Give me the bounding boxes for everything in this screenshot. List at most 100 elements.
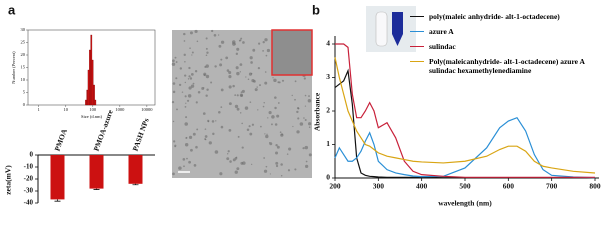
tem-particle bbox=[191, 51, 194, 54]
tem-particle bbox=[192, 132, 196, 136]
y-axis-label: Number (Percent) bbox=[11, 51, 16, 84]
tem-particle bbox=[304, 118, 307, 121]
tem-particle bbox=[196, 128, 199, 131]
tem-particle bbox=[304, 145, 309, 150]
tem-particle bbox=[263, 102, 265, 104]
y-axis-label: Absorbance bbox=[313, 92, 322, 131]
tem-particle bbox=[206, 51, 209, 54]
tem-particle bbox=[234, 104, 239, 109]
tem-particle bbox=[176, 108, 178, 111]
y-tick-label: 10 bbox=[21, 77, 26, 82]
tem-particle bbox=[218, 44, 222, 48]
tem-particle bbox=[186, 157, 188, 160]
tem-particle bbox=[206, 88, 209, 91]
figure: a b 1 10 100 1000 10000 0 5 10 15 20 25 30 Size (d.n… bbox=[4, 2, 610, 207]
tem-particle bbox=[257, 67, 261, 70]
tem-particle bbox=[235, 52, 239, 56]
tem-particle bbox=[246, 128, 250, 132]
y-tick-label: 3 bbox=[326, 72, 330, 81]
tem-particle bbox=[205, 54, 208, 57]
tem-particle bbox=[171, 100, 175, 104]
tem-particle bbox=[259, 84, 261, 87]
tem-particle bbox=[187, 94, 192, 98]
y-tick-label: 2 bbox=[326, 106, 330, 115]
tem-particle bbox=[203, 87, 205, 89]
tem-particle bbox=[218, 110, 221, 114]
tem-particle bbox=[183, 165, 185, 168]
x-tick-label: 600 bbox=[503, 182, 515, 191]
y-tick-label: 0 bbox=[23, 102, 26, 107]
tem-particle bbox=[294, 168, 297, 171]
tem-particle bbox=[188, 160, 191, 164]
tem-particle bbox=[281, 79, 285, 82]
x-tick-label: 500 bbox=[459, 182, 471, 191]
tem-particle bbox=[184, 105, 187, 108]
tem-particle bbox=[251, 79, 255, 83]
tem-particle bbox=[228, 85, 232, 89]
x-tick-label: 1000 bbox=[115, 107, 125, 112]
tem-particle bbox=[264, 81, 268, 85]
legend-entry: sulindac bbox=[410, 42, 610, 51]
tem-particle bbox=[189, 47, 191, 49]
tem-particle bbox=[189, 31, 193, 35]
tem-particle bbox=[220, 106, 223, 108]
tem-particle bbox=[217, 34, 220, 36]
tem-particle bbox=[249, 101, 252, 103]
bar bbox=[128, 155, 143, 184]
tem-particle bbox=[173, 140, 176, 143]
tem-particle bbox=[276, 114, 280, 118]
tem-particle bbox=[174, 56, 177, 59]
tem-particle bbox=[274, 96, 277, 99]
tem-particle bbox=[172, 172, 175, 176]
tem-particle bbox=[184, 122, 188, 126]
tem-particle bbox=[304, 94, 307, 97]
tem-particle bbox=[308, 122, 312, 126]
legend-label: poly(maleic anhydride- alt-1-octadecene) bbox=[429, 12, 560, 21]
tem-particle bbox=[184, 143, 189, 147]
tem-particle bbox=[260, 125, 262, 128]
tem-particle bbox=[185, 102, 187, 104]
tem-particle bbox=[268, 111, 272, 115]
error-bar bbox=[54, 199, 61, 202]
tem-particle bbox=[294, 98, 296, 101]
tem-particle bbox=[237, 135, 240, 138]
tem-particle bbox=[304, 105, 307, 107]
tem-particle bbox=[294, 80, 297, 83]
tem-particle bbox=[183, 53, 186, 56]
tem-particle bbox=[308, 95, 310, 97]
tem-particle bbox=[195, 145, 198, 149]
tem-particle bbox=[271, 115, 275, 119]
tem-particle bbox=[172, 120, 175, 123]
legend-swatch bbox=[410, 31, 424, 32]
tem-particle bbox=[190, 84, 195, 88]
tem-particle bbox=[266, 133, 268, 135]
tem-particle bbox=[265, 165, 268, 168]
tem-particle bbox=[204, 65, 207, 69]
tem-particle bbox=[266, 48, 271, 53]
y-tick-label: 5 bbox=[23, 90, 26, 95]
tem-particle bbox=[245, 76, 247, 78]
tem-particle bbox=[236, 71, 240, 76]
y-tick-label: -40 bbox=[24, 199, 34, 207]
tem-particle bbox=[228, 70, 232, 75]
tem-particle bbox=[302, 147, 305, 150]
tem-particle bbox=[251, 163, 253, 166]
tem-particle bbox=[190, 148, 193, 152]
tem-particle bbox=[184, 74, 187, 77]
legend-label: azure A bbox=[429, 27, 454, 36]
tem-particle bbox=[172, 82, 176, 85]
tem-particle bbox=[242, 161, 246, 165]
tem-particle bbox=[207, 120, 210, 123]
tem-particle bbox=[247, 78, 250, 81]
tem-particle bbox=[188, 66, 191, 70]
tem-particle bbox=[296, 130, 300, 134]
y-tick-label: 0 bbox=[326, 173, 330, 182]
tem-particle bbox=[215, 120, 217, 122]
tem-particle bbox=[175, 61, 178, 63]
vial-blue bbox=[392, 12, 403, 46]
tem-particle bbox=[185, 116, 188, 119]
tem-particle bbox=[303, 77, 306, 80]
tem-particle bbox=[269, 173, 271, 175]
tem-particle bbox=[204, 128, 207, 130]
